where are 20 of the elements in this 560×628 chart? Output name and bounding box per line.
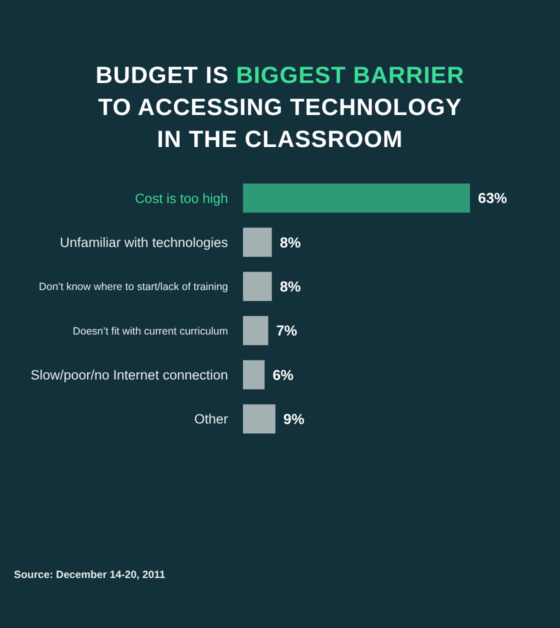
data-label: 9% xyxy=(283,412,304,428)
data-label: 8% xyxy=(280,235,301,252)
bar xyxy=(243,272,272,301)
source-note: Source: December 14-20, 2011 xyxy=(14,569,166,581)
y-tick-label: Slow/poor/no Internet connection xyxy=(30,367,228,382)
bar xyxy=(243,184,470,213)
chart-title: BUDGET IS BIGGEST BARRIER TO ACCESSING TECHNOLOGY IN THE CLASSROOM xyxy=(96,62,464,152)
bar xyxy=(243,404,276,434)
data-label: 63% xyxy=(478,191,508,208)
y-tick-label: Cost is too high xyxy=(134,190,228,206)
data-label: 7% xyxy=(276,324,298,340)
bar xyxy=(243,228,272,257)
y-tick-label: Don’t know where to start/lack of training xyxy=(38,281,228,294)
data-label: 6% xyxy=(272,368,294,384)
y-tick-label: Doesn’t fit with current curriculum xyxy=(72,325,228,338)
bar xyxy=(243,316,268,346)
bar xyxy=(243,360,265,390)
y-tick-label: Other xyxy=(194,412,228,427)
y-tick-label: Unfamiliar with technologies xyxy=(60,234,228,250)
data-label: 8% xyxy=(280,279,301,296)
